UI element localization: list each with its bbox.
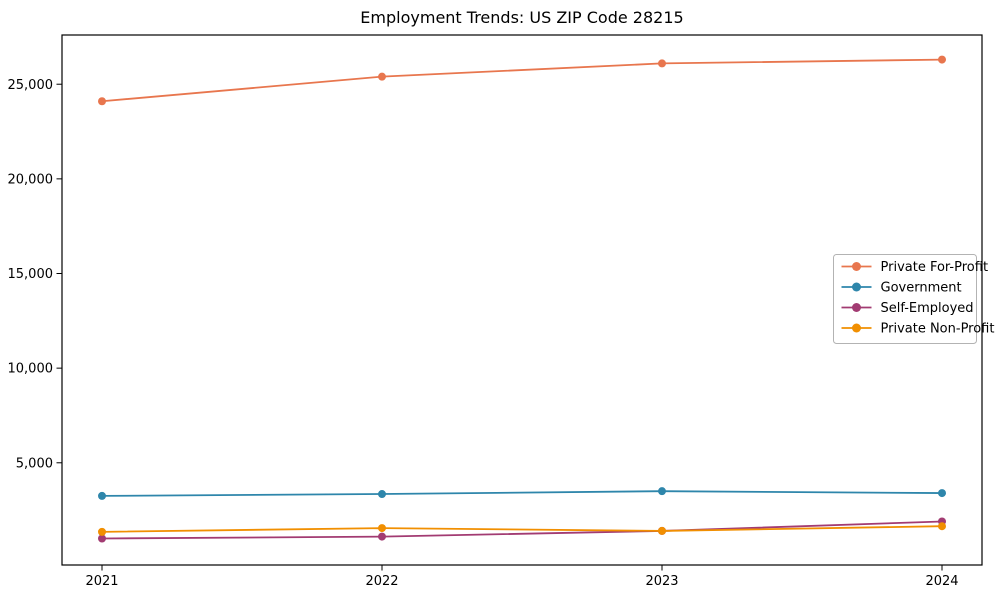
data-point — [658, 487, 666, 496]
legend-label: Self-Employed — [881, 301, 974, 316]
data-point — [378, 532, 386, 541]
x-tick-label: 2024 — [925, 574, 958, 589]
legend-swatch-marker — [852, 262, 861, 271]
legend-swatch-marker — [852, 323, 861, 333]
data-point — [98, 97, 106, 106]
legend-label: Government — [881, 281, 962, 296]
series-line-private-non-profit — [101, 525, 943, 533]
data-point — [378, 490, 386, 499]
y-tick-label: 15,000 — [8, 267, 54, 282]
x-tick-label: 2021 — [85, 574, 118, 589]
y-tick-label: 10,000 — [8, 362, 54, 377]
series-line-government — [101, 490, 943, 497]
x-tick-label: 2023 — [645, 574, 678, 589]
data-point — [98, 527, 106, 536]
data-point — [378, 72, 386, 81]
x-tick-label: 2022 — [365, 574, 398, 589]
legend-swatch-marker — [852, 282, 861, 292]
legend-label: Private For-Profit — [881, 260, 989, 275]
y-tick-label: 20,000 — [8, 172, 54, 187]
data-point — [938, 522, 946, 531]
legend-label: Private Non-Profit — [881, 322, 995, 337]
legend — [833, 254, 977, 344]
plot-border — [61, 34, 983, 566]
data-point — [938, 489, 946, 498]
data-point — [378, 524, 386, 533]
series-line-self-employed — [101, 520, 943, 540]
legend-swatch-marker — [852, 303, 861, 312]
y-tick-label: 25,000 — [8, 78, 54, 93]
data-point — [98, 491, 106, 500]
data-point — [938, 55, 946, 64]
data-point — [658, 526, 666, 535]
chart-title: Employment Trends: US ZIP Code 28215 — [360, 8, 684, 27]
series-line-private-for-profit — [101, 58, 943, 103]
data-point — [658, 59, 666, 68]
data-point — [98, 534, 106, 543]
y-tick-label: 5,000 — [16, 456, 53, 471]
